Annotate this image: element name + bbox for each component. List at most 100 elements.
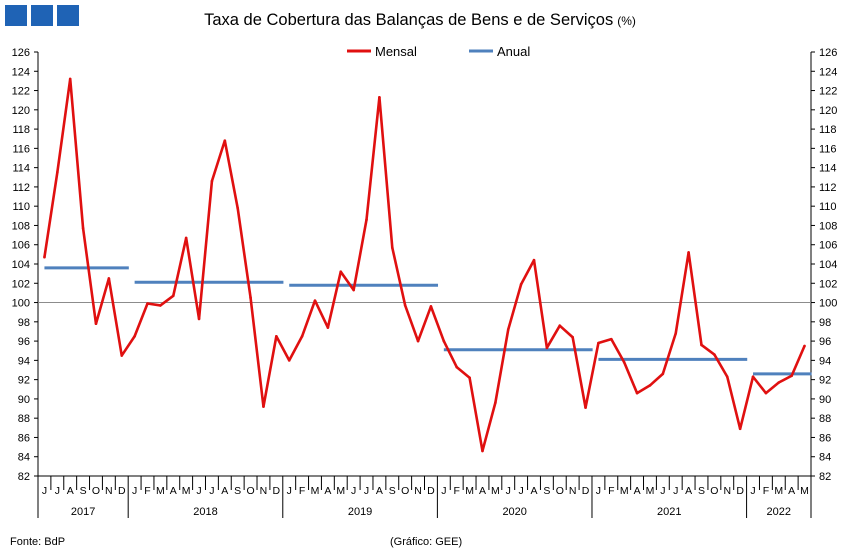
- x-month-label: D: [273, 485, 281, 497]
- x-month-label: M: [465, 485, 474, 497]
- y-tick-label-right: 122: [819, 86, 837, 98]
- x-month-label: J: [750, 485, 755, 497]
- y-tick-label-left: 112: [12, 182, 30, 194]
- x-month-label: S: [80, 485, 87, 497]
- x-month-label: J: [506, 485, 511, 497]
- monthly-series-line: [43, 77, 806, 453]
- x-month-label: N: [414, 485, 422, 497]
- x-month-label: A: [788, 485, 795, 497]
- y-tick-label-right: 120: [819, 105, 837, 117]
- y-tick-label-right: 86: [819, 432, 831, 444]
- chart-title-unit: (%): [617, 14, 636, 28]
- monthly-point: [81, 227, 85, 230]
- x-year-label: 2019: [348, 506, 372, 518]
- monthly-point: [610, 337, 613, 341]
- monthly-point: [648, 384, 652, 387]
- y-tick-label-left: 100: [12, 298, 30, 310]
- monthly-point: [455, 365, 459, 369]
- monthly-point: [661, 372, 665, 376]
- monthly-point: [236, 206, 239, 210]
- x-month-label: A: [479, 485, 486, 497]
- monthly-point: [506, 328, 510, 331]
- monthly-point: [184, 236, 188, 240]
- y-tick-label-left: 108: [12, 220, 30, 232]
- monthly-point: [287, 359, 291, 362]
- monthly-point: [532, 258, 536, 262]
- x-month-label: D: [118, 485, 126, 497]
- monthly-point: [68, 77, 72, 81]
- y-tick-label-left: 92: [18, 375, 30, 387]
- legend-label: Anual: [497, 44, 530, 59]
- x-month-label: N: [260, 485, 268, 497]
- x-month-label: N: [105, 485, 113, 497]
- y-tick-label-left: 110: [12, 201, 30, 213]
- x-month-label: J: [42, 485, 47, 497]
- x-month-label: N: [569, 485, 577, 497]
- y-tick-label-left: 88: [18, 413, 30, 425]
- y-tick-label-left: 98: [18, 317, 30, 329]
- x-month-label: M: [491, 485, 500, 497]
- x-month-label: A: [634, 485, 641, 497]
- y-tick-label-left: 94: [18, 355, 30, 367]
- y-tick-label-right: 96: [819, 336, 831, 348]
- x-month-label: J: [196, 485, 201, 497]
- x-month-label: F: [299, 485, 305, 497]
- y-tick-label-left: 90: [18, 394, 30, 406]
- y-tick-label-right: 114: [819, 163, 837, 175]
- y-tick-label-right: 126: [819, 47, 837, 59]
- x-month-label: J: [209, 485, 214, 497]
- monthly-point: [133, 334, 136, 338]
- y-tick-label-right: 118: [819, 124, 837, 136]
- y-tick-label-left: 124: [12, 66, 30, 78]
- x-year-label: 2017: [71, 506, 95, 518]
- monthly-point: [764, 391, 768, 395]
- monthly-point: [416, 339, 420, 343]
- monthly-point: [558, 324, 562, 327]
- x-month-label: M: [646, 485, 655, 497]
- monthly-point: [43, 255, 46, 259]
- monthly-point: [120, 354, 124, 357]
- monthly-point: [352, 288, 355, 292]
- x-month-label: J: [673, 485, 678, 497]
- monthly-point: [687, 251, 690, 254]
- y-tick-label-left: 96: [18, 336, 30, 348]
- x-month-label: O: [92, 485, 100, 497]
- x-month-label: O: [401, 485, 409, 497]
- monthly-point: [738, 427, 742, 431]
- y-tick-label-right: 100: [819, 298, 837, 310]
- logo-block: [31, 5, 53, 26]
- x-month-label: J: [596, 485, 601, 497]
- x-year-label: 2022: [767, 506, 791, 518]
- x-month-label: F: [763, 485, 769, 497]
- monthly-point: [725, 375, 729, 379]
- y-tick-label-left: 122: [12, 86, 30, 98]
- monthly-point: [313, 299, 317, 302]
- x-month-label: J: [287, 485, 292, 497]
- monthly-point: [468, 376, 471, 380]
- x-month-label: M: [774, 485, 783, 497]
- logo-block: [57, 5, 79, 26]
- monthly-point: [494, 401, 497, 405]
- x-month-label: A: [531, 485, 538, 497]
- monthly-point: [197, 317, 201, 321]
- y-tick-label-right: 98: [819, 317, 831, 329]
- monthly-point: [326, 326, 330, 329]
- x-month-label: F: [608, 485, 614, 497]
- monthly-point: [584, 406, 587, 409]
- x-month-label: J: [519, 485, 524, 497]
- y-tick-label-right: 82: [819, 471, 831, 483]
- monthly-point: [519, 282, 523, 286]
- chart-title: Taxa de Cobertura das Balanças de Bens e…: [204, 11, 613, 29]
- monthly-point: [262, 405, 265, 408]
- y-tick-label-right: 124: [819, 66, 837, 78]
- y-tick-label-left: 120: [12, 105, 30, 117]
- y-tick-label-left: 106: [12, 240, 30, 252]
- y-tick-label-left: 126: [12, 47, 30, 59]
- y-tick-label-right: 110: [819, 201, 837, 213]
- x-month-label: S: [389, 485, 396, 497]
- x-month-label: A: [376, 485, 383, 497]
- monthly-point: [210, 179, 214, 183]
- monthly-point: [674, 332, 678, 335]
- x-month-label: M: [182, 485, 191, 497]
